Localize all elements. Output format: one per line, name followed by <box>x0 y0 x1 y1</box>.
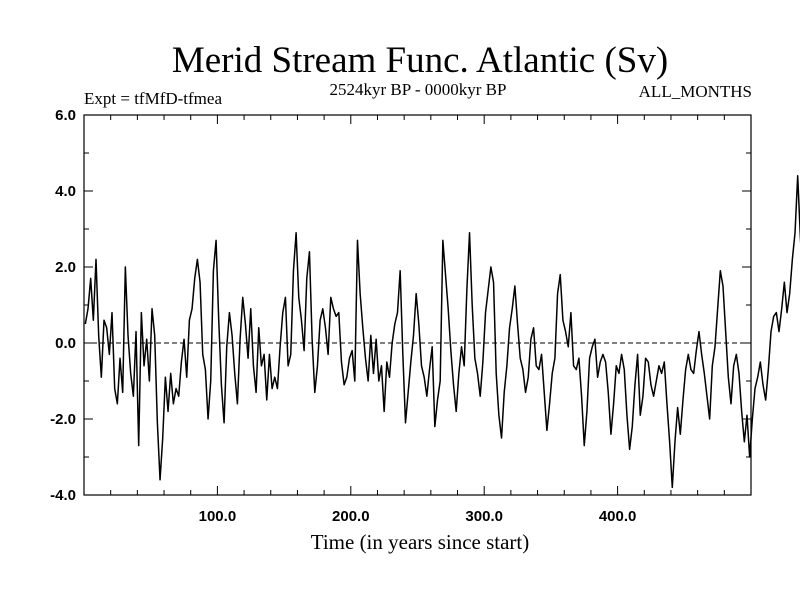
tick-labels: 100.0 200.0 300.0 400.0 -4.0 -2.0 0.0 2.0 4.0 6.0 <box>50 107 636 525</box>
subtitle-left: Expt = tfMfD-tfmea <box>84 89 222 108</box>
y-tick-label-4: 4.0 <box>55 183 76 200</box>
x-axis-label: Time (in years since start) <box>311 530 530 554</box>
subtitle-center: 2524kyr BP - 0000kyr BP <box>330 80 507 99</box>
y-tick-label-0: -4.0 <box>50 487 76 504</box>
x-tick-label-2: 300.0 <box>465 508 503 525</box>
y-tick-label-2: 0.0 <box>55 335 76 352</box>
plot-frame <box>83 114 752 496</box>
y-tick-label-1: -2.0 <box>50 411 76 428</box>
x-tick-label-3: 400.0 <box>599 508 637 525</box>
series-line-0 <box>84 175 800 489</box>
chart-title: Merid Stream Func. Atlantic (Sv) <box>172 40 668 81</box>
series-layer <box>84 175 800 489</box>
x-tick-label-1: 200.0 <box>332 508 370 525</box>
y-tick-label-5: 6.0 <box>55 107 76 124</box>
y-tick-label-3: 2.0 <box>55 259 76 276</box>
x-tick-label-0: 100.0 <box>199 508 237 525</box>
subtitle-right: ALL_MONTHS <box>639 82 752 101</box>
axis-ticks <box>84 114 751 496</box>
